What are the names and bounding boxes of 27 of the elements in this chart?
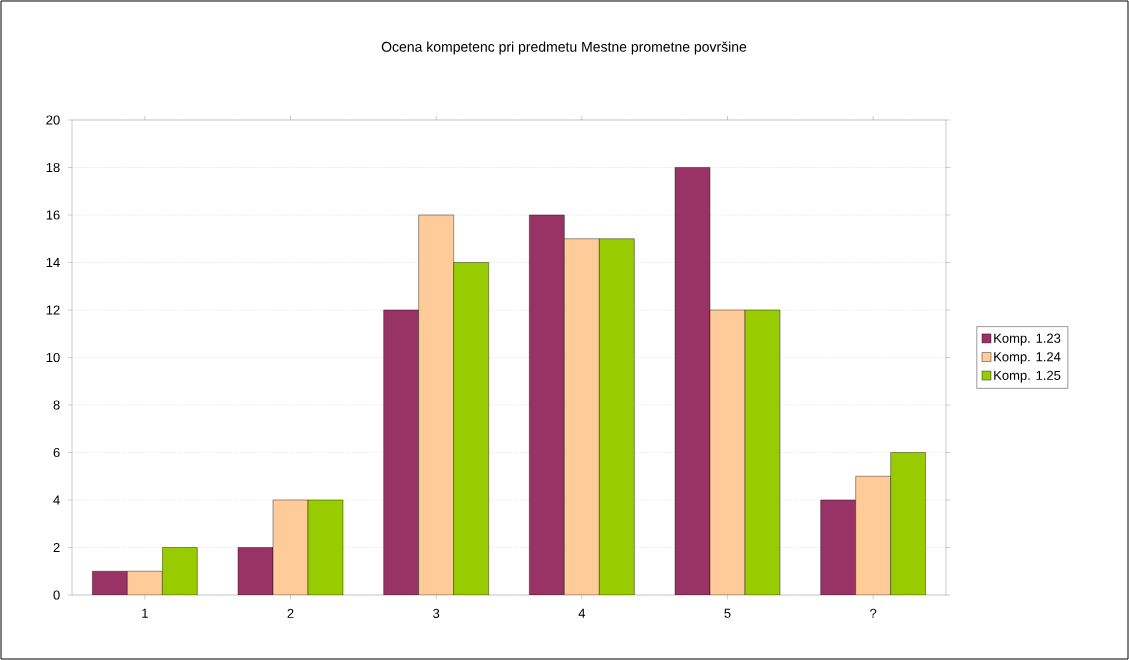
y-tick-label: 10 [46, 352, 60, 363]
bar [127, 571, 163, 595]
y-tick-label: 4 [53, 495, 60, 505]
x-tick-label: 2 [287, 608, 294, 618]
chart-title: Ocena kompetenc pri predmetu Mestne prometne površine [381, 41, 747, 55]
bar [564, 238, 600, 595]
bar [855, 476, 891, 595]
bar [709, 309, 746, 595]
legend-label: Komp. 1.23 [994, 333, 1061, 346]
bar [418, 214, 454, 595]
x-tick-label: 5 [724, 608, 731, 618]
y-tick-label: 18 [46, 162, 60, 173]
y-tick-label: 16 [46, 210, 60, 220]
bar [272, 499, 309, 595]
x-tick-label: 3 [433, 608, 440, 618]
y-tick-label: 14 [46, 258, 60, 267]
y-tick-label: 6 [53, 447, 60, 458]
y-tick-label: 20 [46, 115, 60, 125]
x-tick-label: 4 [578, 608, 586, 618]
legend-label: Komp. 1.24 [994, 352, 1061, 364]
x-tick-label: 1 [142, 608, 148, 618]
y-tick-label: 2 [53, 542, 60, 553]
legend-label: Komp. 1.25 [994, 370, 1061, 383]
y-tick-label: 0 [53, 590, 60, 600]
x-tick-label: ? [870, 608, 877, 618]
y-tick-label: 12 [46, 305, 60, 315]
y-tick-label: 8 [53, 400, 60, 410]
